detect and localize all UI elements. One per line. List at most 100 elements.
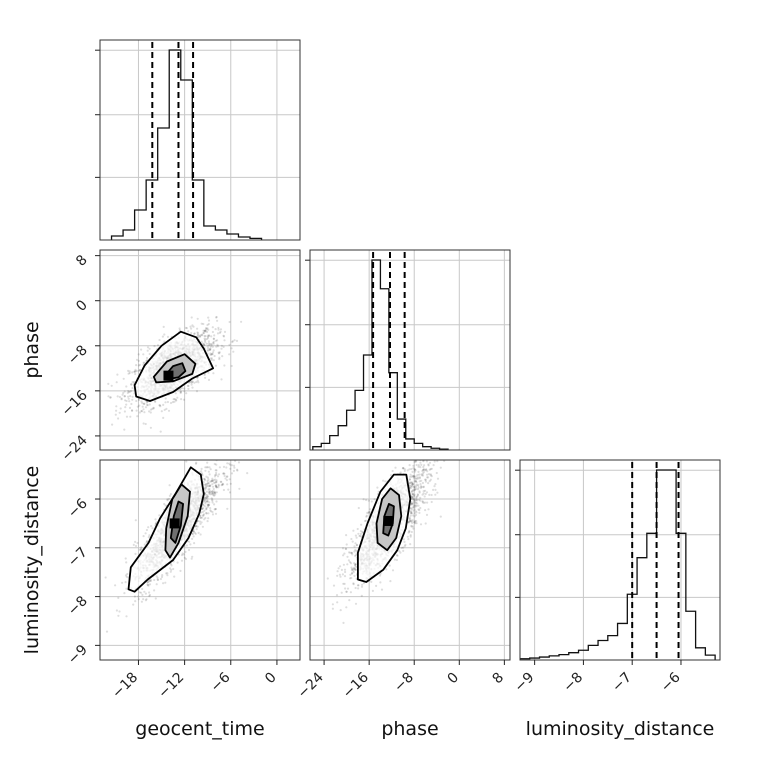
sample-point: [149, 408, 153, 411]
sample-point: [133, 381, 136, 384]
sample-point: [185, 544, 188, 547]
sample-point: [138, 591, 141, 594]
sample-point: [204, 502, 207, 505]
sample-point: [176, 396, 179, 399]
sample-point: [232, 469, 235, 472]
sample-point: [219, 480, 222, 483]
sample-point: [207, 470, 210, 473]
sample-point: [220, 480, 223, 483]
sample-point: [164, 401, 167, 404]
sample-point: [125, 615, 128, 618]
sample-point: [164, 397, 167, 400]
sample-point: [413, 498, 416, 501]
sample-point: [206, 503, 209, 507]
sample-point: [209, 507, 212, 510]
sample-point: [131, 398, 134, 401]
sample-point: [417, 498, 421, 501]
sample-point: [206, 482, 209, 485]
sample-point: [186, 384, 189, 387]
sample-point: [207, 316, 210, 319]
sample-point: [214, 507, 217, 511]
sample-point: [203, 518, 206, 521]
sample-point: [230, 450, 232, 452]
sample-point: [203, 344, 206, 347]
sample-point: [211, 490, 214, 493]
sample-point: [214, 493, 217, 496]
sample-point: [212, 479, 215, 482]
sample-point: [209, 357, 212, 360]
sample-point: [347, 559, 350, 562]
y-tick-label-luminosity_distance-1: −8: [65, 593, 91, 619]
sample-point: [214, 328, 217, 331]
sample-point: [148, 410, 151, 413]
sample-point: [413, 521, 416, 524]
sample-point: [211, 345, 214, 348]
sample-point: [419, 453, 421, 455]
sample-point: [178, 329, 181, 332]
sample-point: [147, 536, 150, 539]
sample-point: [411, 489, 415, 492]
sample-point: [131, 381, 134, 384]
sample-point: [216, 332, 220, 335]
sample-point: [403, 468, 407, 471]
sample-point: [128, 406, 132, 409]
sample-point: [231, 340, 234, 344]
sample-point: [212, 494, 215, 497]
sample-point: [218, 331, 221, 334]
sample-point: [435, 471, 438, 475]
sample-point: [429, 474, 432, 477]
sample-point: [203, 339, 206, 342]
sample-point: [204, 329, 207, 332]
sample-point: [412, 509, 415, 512]
y-tick-label-phase-0: −24: [59, 432, 91, 464]
sample-point: [203, 509, 206, 512]
sample-point: [425, 468, 428, 471]
sample-point: [428, 480, 431, 483]
sample-point: [210, 342, 213, 346]
sample-point: [219, 330, 222, 333]
sample-point: [403, 545, 406, 548]
sample-point: [240, 320, 243, 323]
sample-point: [411, 492, 414, 496]
sample-point: [195, 525, 198, 528]
sample-point: [206, 334, 209, 337]
sample-point: [225, 466, 228, 469]
sample-point: [154, 597, 157, 600]
sample-point: [155, 583, 158, 586]
contour-line-2: [382, 503, 395, 537]
sample-point: [422, 485, 425, 488]
sample-point: [353, 567, 356, 570]
joint-panel-phase-luminosity_distance-content: [310, 453, 510, 660]
sample-point: [422, 460, 425, 463]
sample-point: [352, 571, 355, 574]
sample-point: [410, 511, 413, 514]
sample-point: [154, 400, 157, 403]
sample-point: [363, 519, 367, 523]
sample-point: [415, 481, 418, 484]
sample-point: [425, 460, 428, 463]
sample-point: [208, 473, 211, 476]
sample-point: [326, 577, 329, 580]
sample-point: [426, 476, 429, 479]
sample-point: [411, 482, 414, 485]
sample-point: [206, 345, 209, 348]
sample-point: [206, 461, 209, 464]
sample-point: [411, 481, 414, 484]
x-axis-label-luminosity_distance: luminosity_distance: [526, 718, 715, 740]
sample-point: [373, 498, 376, 501]
sample-point: [416, 488, 420, 491]
sample-point: [204, 330, 207, 333]
sample-point: [219, 328, 223, 331]
sample-point: [198, 335, 201, 338]
sample-point: [221, 482, 224, 485]
sample-point: [203, 329, 206, 332]
x-tick-label-phase-0: −24: [295, 669, 327, 701]
sample-point: [144, 592, 147, 595]
sample-point: [144, 599, 147, 602]
sample-point: [410, 496, 413, 499]
sample-point: [145, 540, 148, 543]
sample-point: [207, 478, 210, 481]
sample-point: [228, 462, 231, 465]
sample-point: [199, 522, 202, 526]
sample-point: [229, 463, 232, 466]
